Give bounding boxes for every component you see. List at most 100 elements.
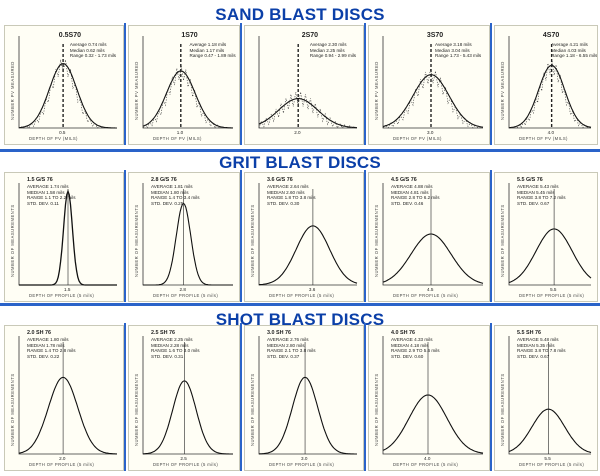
stat-line: Median 0.62 mils: [69, 47, 105, 53]
stat-line: STD. DEV. 0.37: [267, 354, 300, 360]
y-axis-label: NUMBER OF MEASUREMENTS: [10, 204, 15, 277]
stat-line: STD. DEV. 0.31: [151, 354, 184, 360]
median-tick-label: 2.8: [179, 287, 186, 292]
distribution-plot: [508, 36, 592, 129]
grit-panel-3: 3.6 G/S 76 AVERAGE 2.64 mils MEDIAN 2.60 m…: [244, 172, 364, 302]
stat-line: STD. DEV. 0.30: [267, 201, 300, 207]
median-tick-label: 3.0: [427, 130, 434, 135]
distribution-plot: [18, 336, 117, 455]
stat-line: RANGE 2.1 TO 3.8 mils: [267, 348, 316, 354]
stat-line: RANGE 1.6 TO 3.0 mils: [151, 348, 200, 354]
distribution-curve: [508, 64, 592, 129]
panel-title: 2.8 G/S 76: [151, 177, 177, 183]
plot-axes: [508, 183, 591, 286]
plot-axes: [18, 336, 117, 455]
stat-line: AVERAGE 5.43 mils: [517, 184, 559, 189]
stat-line: Average 2.30 mils: [309, 42, 347, 47]
panel-stats: Average 0.74 mils Median 0.62 mils Range 0…: [70, 42, 116, 59]
stat-line: AVERAGE 2.25 mils: [151, 337, 193, 342]
column-divider: [364, 23, 366, 145]
stat-line: Median 1.17 mils: [189, 47, 225, 53]
median-tick-label: 0.5: [59, 130, 66, 135]
y-axis-label: NUMBER OF MEASUREMENTS: [374, 373, 379, 446]
divider-1: [0, 149, 600, 152]
y-axis-label: NUMBER OF MEASUREMENTS: [134, 204, 139, 277]
x-axis-label: DEPTH OF PROFILE (5 mils): [519, 293, 585, 298]
measured-trace: [142, 65, 234, 129]
measured-trace: [508, 60, 592, 129]
y-axis-label: NUMBER OF MEASUREMENTS: [250, 373, 255, 446]
divider-2: [0, 303, 600, 306]
x-axis-label: DEPTH OF PROFILE (5 mils): [153, 293, 219, 298]
distribution-plot: [258, 183, 358, 286]
y-axis-label: NUMBER OF MEASUREMENTS: [500, 373, 505, 446]
panel-stats: AVERAGE 2.64 mils MEDIAN 2.60 mils RANGE 1…: [267, 184, 316, 207]
y-axis-label: NUMBER OF MEASUREMENTS: [374, 204, 379, 277]
x-axis-label: DEPTH OF PROFILE (5 mils): [29, 293, 95, 298]
stat-line: Median 2.25 mils: [309, 47, 345, 53]
x-axis-label: DEPTH OF PROFILE (5 mils): [29, 462, 95, 467]
panel-stats: AVERAGE 1.74 mils MEDIAN 1.58 mils RANGE 1…: [27, 184, 76, 207]
distribution-plot: [18, 183, 117, 286]
stat-line: STD. DEV. 0.11: [27, 201, 59, 207]
plot-axes: [382, 183, 483, 286]
panel-stats: AVERAGE 1.81 mils MEDIAN 1.80 mils RANGE 1…: [151, 184, 200, 207]
stat-line: Average 1.18 mils: [189, 42, 227, 47]
stat-line: RANGE 2.9 TO 5.6 mils: [391, 348, 440, 354]
column-divider: [124, 323, 126, 471]
sand-blast-title: SAND BLAST DISCS: [215, 5, 385, 24]
panel-stats: Average 3.18 mils Median 3.04 mils Range 1…: [435, 42, 481, 59]
column-divider: [240, 23, 242, 145]
x-axis-label: DEPTH OF PROFILE (5 mils): [393, 462, 459, 467]
panel-stats: AVERAGE 2.76 mils MEDIAN 2.80 mils RANGE 2…: [267, 337, 316, 360]
panel-stats: AVERAGE 4.88 mils MEDIAN 4.81 mils RANGE 2…: [391, 184, 440, 207]
grit-panel-2: 2.8 G/S 76 AVERAGE 1.81 mils MEDIAN 1.80 m…: [128, 172, 240, 302]
stat-line: Range 0.47 - 1.89 mils: [189, 53, 236, 59]
shot-panel-1: 2.0 SH 76 AVERAGE 1.80 mils MEDIAN 1.78 mi…: [4, 325, 124, 471]
panel-title: 3.6 G/S 76: [267, 177, 293, 183]
distribution-curve: [258, 98, 358, 129]
measured-trace: [18, 59, 118, 129]
stat-line: MEDIAN 1.78 mils: [27, 342, 65, 348]
x-axis-label: DEPTH OF PROFILE (5 mils): [519, 462, 585, 467]
distribution-plot: [508, 336, 592, 455]
column-divider: [490, 170, 492, 302]
distribution-plot: [258, 36, 358, 129]
median-tick-label: 2.0: [294, 130, 301, 135]
panel-title: 0.5S70: [58, 32, 81, 39]
stat-line: Median 3.04 mils: [435, 47, 470, 53]
x-axis-label: DEPTH OF PV (MILS): [519, 136, 568, 141]
y-axis-label: NUMBER PV MEASURED: [10, 61, 15, 120]
stat-line: MEDIAN 2.60 mils: [267, 189, 305, 195]
panel-stats: AVERAGE 1.80 mils MEDIAN 1.78 mils RANGE 1…: [27, 337, 76, 360]
median-tick-label: 4.5: [427, 287, 434, 292]
stat-line: AVERAGE 2.76 mils: [267, 337, 309, 342]
distribution-curve: [258, 376, 357, 455]
distribution-curve: [142, 380, 233, 455]
panel-stats: AVERAGE 2.25 mils MEDIAN 2.28 mils RANGE 1…: [151, 337, 200, 360]
stat-line: MEDIAN 4.81 mils: [391, 189, 429, 195]
y-axis-label: NUMBER PV MEASURED: [500, 61, 505, 120]
y-axis-label: NUMBER PV MEASURED: [134, 61, 139, 120]
plot-axes: [382, 336, 483, 455]
measured-trace: [258, 91, 358, 129]
distribution-curve: [18, 376, 117, 455]
column-divider: [240, 323, 242, 471]
column-divider: [124, 170, 126, 302]
stat-line: RANGE 3.8 TO 7.8 mils: [517, 348, 566, 354]
y-axis-label: NUMBER OF MEASUREMENTS: [10, 373, 15, 446]
distribution-curve: [508, 408, 592, 454]
stat-line: MEDIAN 2.28 mils: [151, 342, 189, 348]
measured-trace: [382, 69, 484, 129]
stat-line: AVERAGE 2.64 mils: [267, 184, 309, 189]
stat-line: STD. DEV. 0.46: [391, 201, 424, 207]
x-axis-label: DEPTH OF PV (MILS): [153, 136, 202, 141]
x-axis-label: DEPTH OF PROFILE (5 mils): [269, 293, 335, 298]
stat-line: RANGE 3.8 TO 7.2 mils: [517, 195, 566, 201]
stat-line: Range 0.94 - 2.99 mils: [309, 53, 357, 59]
distribution-plot: [142, 336, 233, 455]
panel-stats: AVERAGE 5.48 mils MEDIAN 5.35 mils RANGE 3…: [517, 337, 566, 360]
stat-line: STD. DEV. 0.25: [151, 201, 184, 207]
stat-line: MEDIAN 1.58 mils: [27, 189, 65, 195]
x-axis-label: DEPTH OF PROFILE (5 mils): [269, 462, 335, 467]
